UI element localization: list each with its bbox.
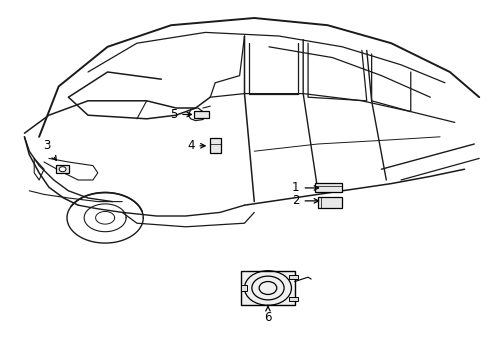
Text: 1: 1 — [291, 181, 318, 194]
Bar — [288, 275, 297, 279]
Text: 5: 5 — [169, 108, 191, 121]
Text: 2: 2 — [291, 194, 318, 207]
Bar — [194, 111, 208, 118]
Bar — [241, 271, 294, 305]
Bar — [209, 138, 220, 153]
Bar — [288, 297, 297, 301]
Circle shape — [59, 167, 66, 172]
Text: 3: 3 — [42, 139, 56, 160]
Text: 4: 4 — [186, 139, 204, 152]
Bar — [241, 285, 246, 291]
Bar — [315, 184, 342, 192]
Bar — [318, 197, 341, 208]
Text: 6: 6 — [264, 305, 271, 324]
Bar — [56, 165, 69, 173]
